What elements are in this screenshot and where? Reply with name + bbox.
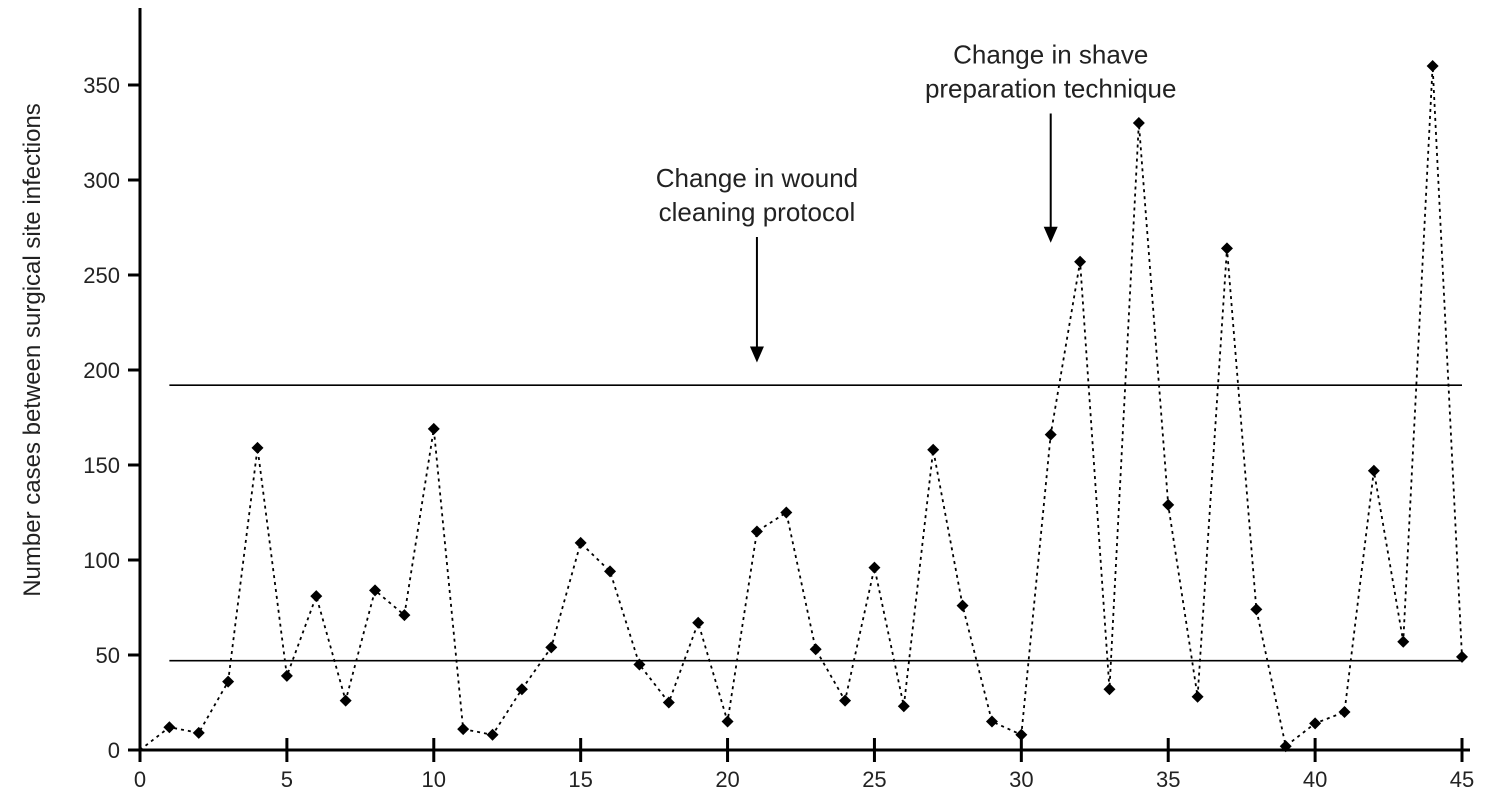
ticks: 0 50 100 150 200 250 300 350 0 5 10 15 20 25 30 35 40 45 <box>83 73 1474 792</box>
data-point <box>545 641 558 654</box>
y-tick-label-0: 0 <box>108 738 120 763</box>
y-tick-label-350: 350 <box>83 73 120 98</box>
data-point <box>310 590 323 603</box>
data-point <box>839 694 852 707</box>
annotation-text-1-line-2: cleaning protocol <box>659 197 856 227</box>
data-point <box>750 525 763 538</box>
x-tick-label-30: 30 <box>1009 767 1033 792</box>
x-tick-label-40: 40 <box>1303 767 1327 792</box>
data-point <box>1367 464 1380 477</box>
data-point <box>1132 117 1145 129</box>
data-point <box>515 683 528 696</box>
annotation-text-2-line-1: Change in shave <box>953 40 1148 70</box>
data-point <box>369 584 382 597</box>
data-point <box>985 715 998 728</box>
data-point <box>1103 683 1116 696</box>
data-point <box>1456 650 1468 663</box>
x-tick-label-35: 35 <box>1156 767 1180 792</box>
data-point <box>457 723 470 736</box>
data-point <box>1074 255 1087 268</box>
data-series <box>139 60 1468 753</box>
control-limit-lines <box>169 384 1462 662</box>
data-point <box>721 715 734 728</box>
y-tick-label-50: 50 <box>96 643 120 668</box>
data-point <box>868 561 881 574</box>
data-point <box>1426 60 1439 72</box>
x-tick-label-20: 20 <box>715 767 739 792</box>
data-point <box>1220 242 1233 255</box>
data-point <box>780 506 793 519</box>
data-point <box>339 694 352 707</box>
y-tick-label-100: 100 <box>83 548 120 573</box>
data-point <box>1338 706 1351 718</box>
x-tick-label-45: 45 <box>1450 767 1474 792</box>
data-point <box>662 696 675 709</box>
data-point <box>633 658 646 671</box>
data-point <box>486 728 499 741</box>
data-point <box>1162 498 1175 511</box>
data-point <box>192 726 205 739</box>
x-tick-label-10: 10 <box>422 767 446 792</box>
annotation-text-1-line-1: Change in wound <box>656 163 858 193</box>
x-tick-label-15: 15 <box>568 767 592 792</box>
x-tick-label-25: 25 <box>862 767 886 792</box>
y-tick-label-300: 300 <box>83 168 120 193</box>
data-point <box>1250 603 1263 616</box>
data-point <box>1309 717 1322 730</box>
y-tick-label-200: 200 <box>83 358 120 383</box>
axes <box>138 8 1470 752</box>
data-point <box>280 669 293 682</box>
x-tick-label-5: 5 <box>281 767 293 792</box>
annotation-arrowhead-1 <box>749 346 764 363</box>
data-point <box>427 422 440 435</box>
annotation-text-2-line-2: preparation technique <box>925 74 1177 104</box>
data-point <box>398 609 411 622</box>
series-line <box>139 65 1463 751</box>
data-point <box>574 536 587 549</box>
data-point <box>1015 728 1028 741</box>
data-point <box>1044 428 1057 441</box>
data-point <box>897 700 910 713</box>
data-point <box>163 721 176 734</box>
x-tick-label-0: 0 <box>134 767 146 792</box>
y-tick-label-250: 250 <box>83 263 120 288</box>
data-point <box>692 616 705 629</box>
annotation-arrowhead-2 <box>1043 226 1058 243</box>
data-point <box>251 441 264 454</box>
data-point <box>604 565 617 578</box>
y-axis-title: Number cases between surgical site infec… <box>19 103 46 597</box>
annotations: Change in wound cleaning protocol Change i… <box>656 40 1177 363</box>
y-tick-label-150: 150 <box>83 453 120 478</box>
data-point <box>222 675 235 688</box>
data-point <box>956 599 969 612</box>
data-point <box>809 643 822 656</box>
data-point <box>927 443 940 456</box>
data-point <box>1397 635 1410 648</box>
data-point <box>1191 690 1204 703</box>
